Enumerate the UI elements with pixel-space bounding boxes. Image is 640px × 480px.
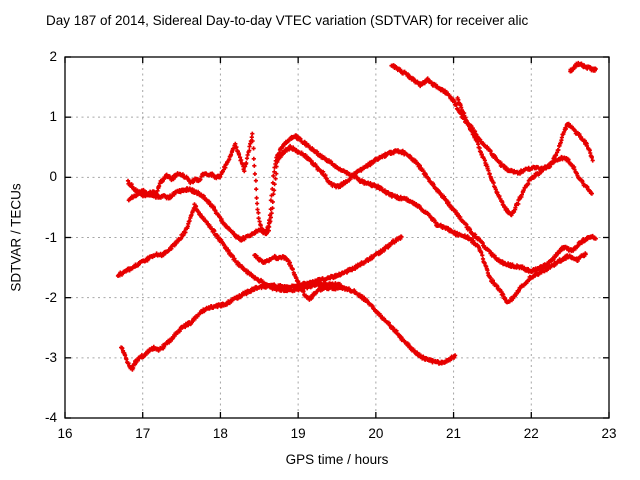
- x-tick-label: 18: [212, 426, 228, 441]
- y-tick-label: -3: [44, 349, 57, 365]
- y-tick-label: 0: [49, 169, 57, 185]
- x-axis-label: GPS time / hours: [285, 452, 389, 467]
- x-tick-label: 21: [446, 426, 462, 441]
- x-tick-label: 19: [290, 426, 306, 441]
- y-tick-label: 2: [49, 49, 57, 64]
- series-pass-2: [125, 143, 598, 274]
- x-tick-label: 22: [523, 426, 539, 441]
- y-tick-label: -1: [44, 229, 57, 245]
- chart-title: Day 187 of 2014, Sidereal Day-to-day VTE…: [46, 13, 529, 28]
- x-tick-label: 17: [135, 426, 151, 441]
- y-tick-label: -4: [44, 410, 57, 425]
- x-tick-label: 16: [57, 426, 73, 441]
- series-pass-8: [568, 60, 598, 74]
- x-tick-label: 23: [601, 426, 617, 441]
- series-pass-4: [252, 253, 458, 366]
- series-pass-1: [126, 131, 588, 305]
- series-pass-3: [115, 202, 343, 294]
- series-pass-5: [119, 234, 404, 372]
- y-tick-label: 1: [49, 109, 57, 125]
- series-pass-7: [455, 95, 594, 218]
- y-tick-label: -2: [44, 289, 57, 305]
- x-tick-label: 20: [368, 426, 384, 441]
